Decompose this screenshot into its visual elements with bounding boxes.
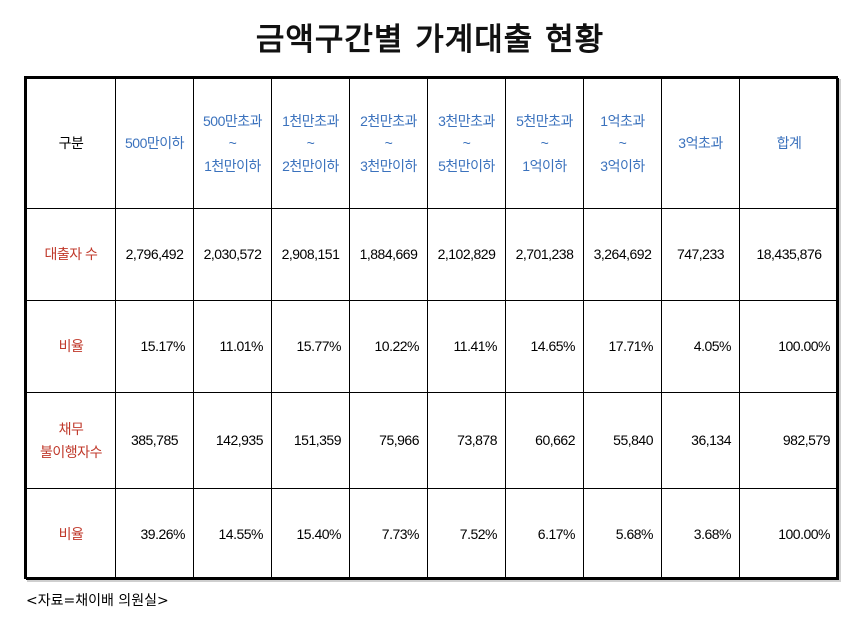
table-cell: 1,884,669 xyxy=(349,208,428,301)
table-cell: 14.55% xyxy=(193,488,272,580)
column-header-line: 3천만초과 xyxy=(438,112,495,129)
column-header: 합계 xyxy=(739,78,839,209)
row-label-line: 비율 xyxy=(58,338,84,355)
row-label-line: 채무 xyxy=(58,421,84,438)
column-header-line: 5천만이하 xyxy=(438,157,495,174)
column-header-line: 500만이하 xyxy=(125,135,185,152)
column-header-line: ~ xyxy=(618,135,627,152)
table-row: 비율 15.17% 11.01% 15.77% 10.22% 11.41% 14.65% 17… xyxy=(26,300,839,393)
table-cell: 2,796,492 xyxy=(115,208,194,301)
table-cell: 5.68% xyxy=(583,488,662,580)
column-header: 1천만초과 ~2천만이하 xyxy=(271,78,350,209)
table-cell: 7.73% xyxy=(349,488,428,580)
row-label-line: 비율 xyxy=(58,525,84,542)
table-row: 비율 39.26% 14.55% 15.40% 7.73% 7.52% 6.17% 5.68%… xyxy=(26,488,839,580)
table-cell: 11.41% xyxy=(427,300,506,393)
column-header-line: 500만초과 xyxy=(203,112,263,129)
table-cell: 385,785 xyxy=(115,392,194,489)
row-label-line: 불이행자수 xyxy=(40,443,102,460)
row-label: 비율 xyxy=(26,488,116,580)
row-label: 대출자 수 xyxy=(26,208,116,301)
corner-label: 구분 xyxy=(26,78,116,209)
source-note: <자료=채이배 의원실> xyxy=(26,593,169,609)
table-cell: 151,359 xyxy=(271,392,350,489)
column-header: 5천만초과 ~1억이하 xyxy=(505,78,584,209)
column-header-line: ~ xyxy=(384,135,393,152)
column-header-line: ~ xyxy=(540,135,549,152)
column-header-line: 3천만이하 xyxy=(360,157,417,174)
column-header: 2천만초과 ~3천만이하 xyxy=(349,78,428,209)
table-cell: 15.77% xyxy=(271,300,350,393)
table-cell: 60,662 xyxy=(505,392,584,489)
column-header: 1억초과 ~3억이하 xyxy=(583,78,662,209)
table-cell: 7.52% xyxy=(427,488,506,580)
column-header-line: 1억이하 xyxy=(522,157,567,174)
table-cell: 2,102,829 xyxy=(427,208,506,301)
table-cell: 75,966 xyxy=(349,392,428,489)
column-header-line: 2천만이하 xyxy=(282,157,339,174)
table-cell: 15.40% xyxy=(271,488,350,580)
table-cell: 100.00% xyxy=(739,488,839,580)
table-row: 채무 불이행자수 385,785 142,935 151,359 75,966 73,878… xyxy=(26,392,839,489)
header-row: 구분 500만이하 500만초과 ~1천만이하 1천만초과 ~2천만이하 2천만초과 ~3천… xyxy=(26,78,839,209)
column-header-line: 2천만초과 xyxy=(360,112,417,129)
column-header-line: 3억초과 xyxy=(678,135,723,152)
column-header-line: ~ xyxy=(306,135,315,152)
column-header-line: 5천만초과 xyxy=(516,112,573,129)
column-header: 3억초과 xyxy=(661,78,740,209)
column-header-line: 1천만이하 xyxy=(204,157,261,174)
row-label: 비율 xyxy=(26,300,116,393)
table-cell: 15.17% xyxy=(115,300,194,393)
column-header-line: 3억이하 xyxy=(600,157,645,174)
table-row: 대출자 수 2,796,492 2,030,572 2,908,151 1,884,66… xyxy=(26,208,839,301)
column-header: 500만이하 xyxy=(115,78,194,209)
column-header-line: 1억초과 xyxy=(600,112,645,129)
table-cell: 100.00% xyxy=(739,300,839,393)
table-cell: 36,134 xyxy=(661,392,740,489)
column-header: 3천만초과 ~5천만이하 xyxy=(427,78,506,209)
table-cell: 73,878 xyxy=(427,392,506,489)
table-cell: 3.68% xyxy=(661,488,740,580)
table-cell: 2,030,572 xyxy=(193,208,272,301)
table-cell: 6.17% xyxy=(505,488,584,580)
row-label-line: 대출자 수 xyxy=(44,246,98,263)
column-header-line: ~ xyxy=(462,135,471,152)
table-cell: 18,435,876 xyxy=(739,208,839,301)
column-header: 500만초과 ~1천만이하 xyxy=(193,78,272,209)
loan-table-grid: 구분 500만이하 500만초과 ~1천만이하 1천만초과 ~2천만이하 2천만초과 ~3천… xyxy=(26,78,839,580)
table-cell: 17.71% xyxy=(583,300,662,393)
table-cell: 39.26% xyxy=(115,488,194,580)
table-cell: 10.22% xyxy=(349,300,428,393)
table-cell: 2,701,238 xyxy=(505,208,584,301)
column-header-line: 1천만초과 xyxy=(282,112,339,129)
column-header-line: ~ xyxy=(228,135,237,152)
page-title: 금액구간별 가계대출 현황 xyxy=(255,22,605,58)
table-cell: 747,233 xyxy=(661,208,740,301)
table-cell: 55,840 xyxy=(583,392,662,489)
table-cell: 4.05% xyxy=(661,300,740,393)
table-cell: 982,579 xyxy=(739,392,839,489)
table-cell: 2,908,151 xyxy=(271,208,350,301)
column-header-line: 합계 xyxy=(776,135,802,152)
table-cell: 3,264,692 xyxy=(583,208,662,301)
table-cell: 11.01% xyxy=(193,300,272,393)
table-cell: 14.65% xyxy=(505,300,584,393)
loan-table: 구분 500만이하 500만초과 ~1천만이하 1천만초과 ~2천만이하 2천만초과 ~3천… xyxy=(24,76,839,580)
table-cell: 142,935 xyxy=(193,392,272,489)
